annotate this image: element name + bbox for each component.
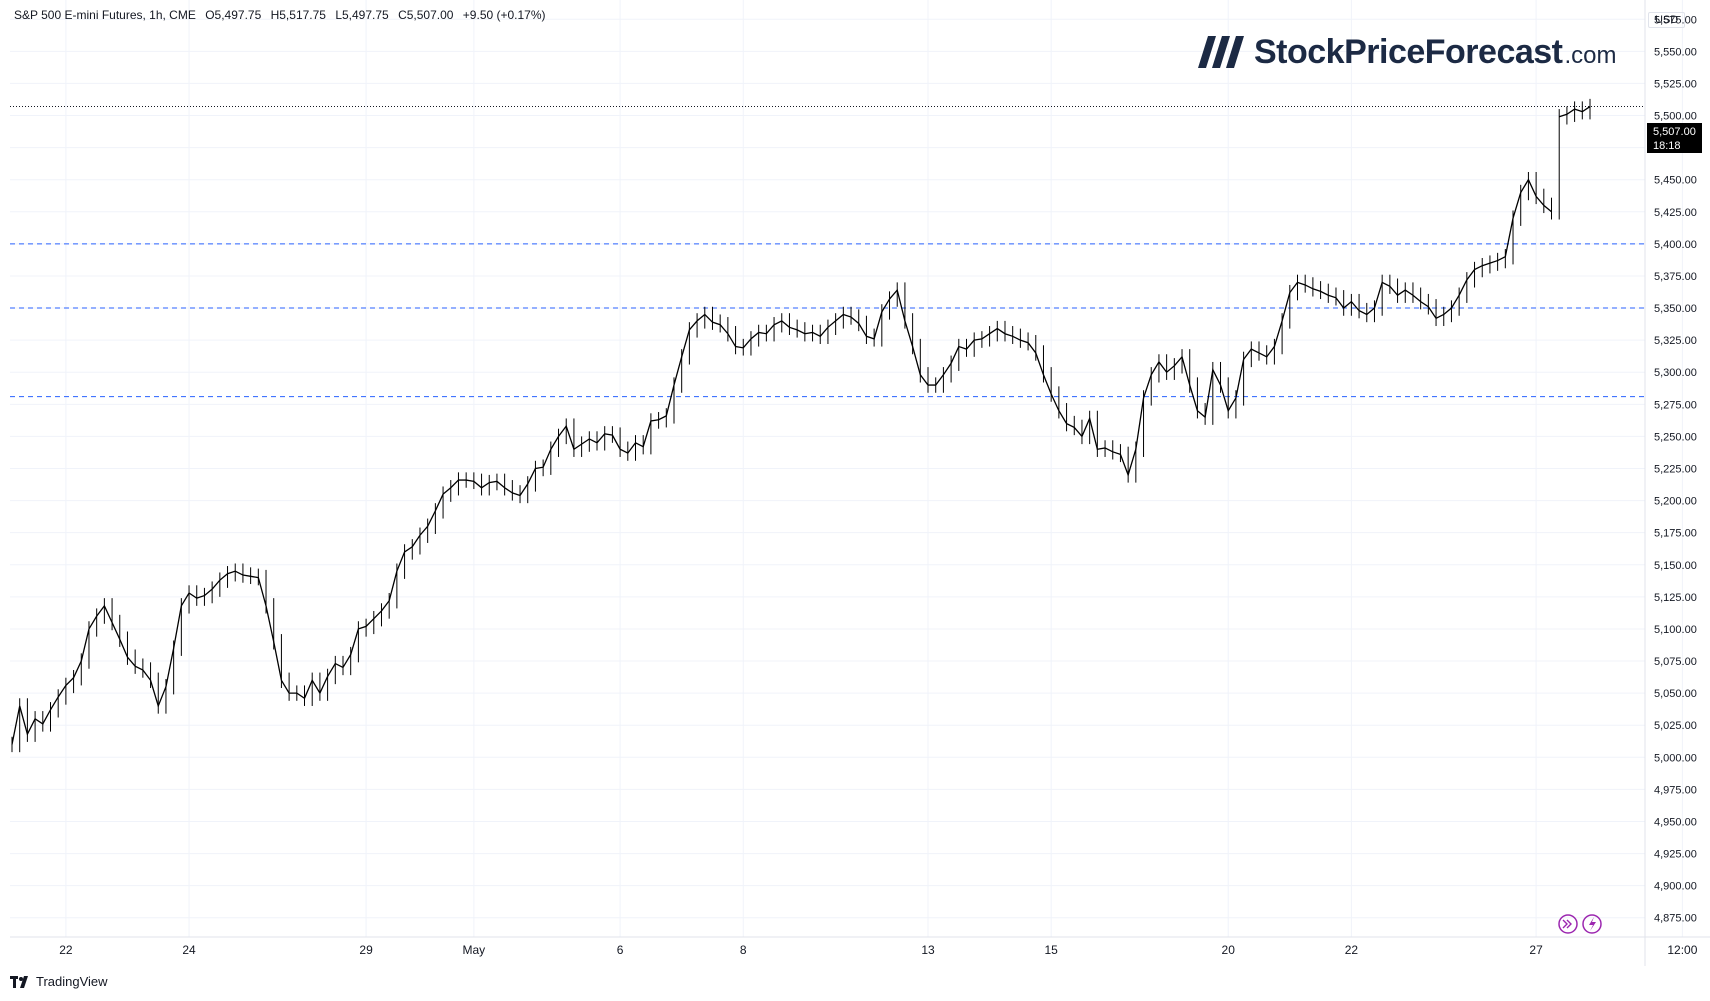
last-price-value: 5,507.00	[1653, 126, 1696, 138]
y-tick-label: 4,950.00	[1654, 816, 1697, 828]
y-tick-label: 5,125.00	[1654, 592, 1697, 604]
x-tick-label: May	[463, 943, 486, 957]
x-tick-label: 22	[59, 943, 73, 957]
ohlc-high: H5,517.75	[270, 8, 326, 22]
x-tick-label: 8	[740, 943, 747, 957]
price-change: +9.50 (+0.17%)	[462, 8, 546, 22]
y-tick-label: 5,325.00	[1654, 335, 1697, 347]
logo-domain: .com	[1564, 42, 1617, 69]
x-tick-label: 29	[359, 943, 373, 957]
y-tick-label: 5,425.00	[1654, 207, 1697, 219]
last-price-tag: 5,507.00 18:18	[1647, 123, 1702, 153]
x-tick-label: 12:00	[1667, 943, 1697, 957]
y-tick-label: 5,250.00	[1654, 431, 1697, 443]
y-tick-label: 5,200.00	[1654, 496, 1697, 508]
lightning-icon[interactable]	[1582, 914, 1602, 934]
y-tick-label: 5,025.00	[1654, 720, 1697, 732]
y-tick-label: 5,400.00	[1654, 239, 1697, 251]
last-price-timer: 18:18	[1653, 140, 1681, 152]
symbol-header: S&P 500 E-mini Futures, 1h, CME O5,497.7…	[14, 8, 552, 22]
y-tick-label: 4,975.00	[1654, 784, 1697, 796]
y-tick-label: 5,525.00	[1654, 78, 1697, 90]
y-tick-label: 5,575.00	[1654, 14, 1697, 26]
y-tick-label: 5,550.00	[1654, 46, 1697, 58]
y-tick-label: 5,450.00	[1654, 175, 1697, 187]
y-tick-label: 5,075.00	[1654, 656, 1697, 668]
y-tick-label: 5,175.00	[1654, 528, 1697, 540]
logo-stripes-icon	[1198, 36, 1244, 68]
currency-button[interactable]: USD	[1648, 12, 1686, 28]
y-tick-label: 5,100.00	[1654, 624, 1697, 636]
tradingview-attribution[interactable]: TradingView	[10, 974, 108, 989]
ohlc-low: L5,497.75	[335, 8, 389, 22]
x-tick-label: 6	[617, 943, 624, 957]
y-tick-label: 5,500.00	[1654, 111, 1697, 123]
price-axis[interactable]: 4,875.00 4,900.00 4,925.00 4,950.00 4,975.00…	[1654, 14, 1697, 924]
y-tick-label: 5,150.00	[1654, 560, 1697, 572]
y-tick-label: 4,875.00	[1654, 913, 1697, 925]
logo-name: StockPriceForecast	[1254, 32, 1563, 71]
y-tick-label: 5,350.00	[1654, 303, 1697, 315]
x-tick-label: 24	[182, 943, 196, 957]
watermark-logo: StockPriceForecast .com	[1198, 30, 1617, 74]
y-tick-label: 5,050.00	[1654, 688, 1697, 700]
price-series	[11, 98, 1591, 753]
y-tick-label: 5,225.00	[1654, 464, 1697, 476]
y-tick-label: 5,000.00	[1654, 752, 1697, 764]
y-tick-label: 5,375.00	[1654, 271, 1697, 283]
y-tick-label: 4,925.00	[1654, 849, 1697, 861]
grid	[10, 0, 1683, 937]
tradingview-logo-icon	[10, 975, 28, 988]
y-tick-label: 4,900.00	[1654, 881, 1697, 893]
support-resistance-lines	[10, 243, 1645, 398]
x-tick-label: 27	[1529, 943, 1543, 957]
y-tick-label: 5,275.00	[1654, 399, 1697, 411]
x-tick-label: 15	[1044, 943, 1058, 957]
tradingview-label: TradingView	[36, 974, 108, 989]
symbol-title: S&P 500 E-mini Futures, 1h, CME	[14, 8, 196, 22]
fast-forward-icon[interactable]	[1558, 914, 1578, 934]
ohlc-close: C5,507.00	[398, 8, 454, 22]
y-tick-label: 5,300.00	[1654, 367, 1697, 379]
ohlc-open: O5,497.75	[205, 8, 262, 22]
x-tick-label: 20	[1222, 943, 1236, 957]
x-tick-label: 13	[921, 943, 935, 957]
x-tick-label: 22	[1345, 943, 1359, 957]
